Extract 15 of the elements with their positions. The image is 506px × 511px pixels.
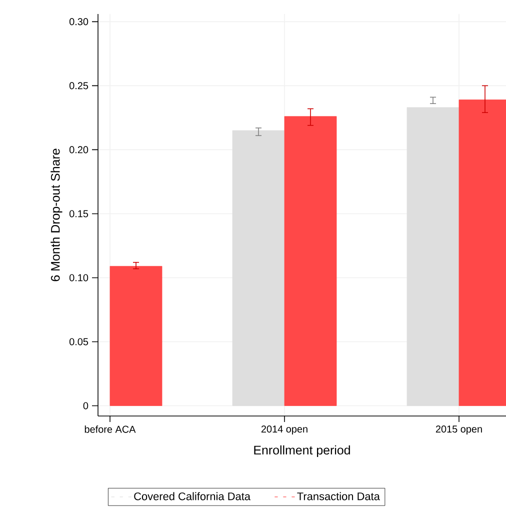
- y-tick-label: 0.20: [69, 146, 88, 154]
- y-tick-label: 0.30: [69, 18, 88, 26]
- x-axis-title: Enrollment period: [254, 445, 350, 457]
- legend-label: Transaction Data: [297, 492, 380, 500]
- y-axis-title: 6 Month Drop-out Share: [50, 148, 62, 282]
- y-tick-label: 0.10: [69, 274, 88, 282]
- x-tick-label: 2015 open: [436, 426, 482, 435]
- x-tick-label: before ACA: [84, 426, 136, 433]
- bar: [232, 130, 285, 406]
- y-tick-label: 0: [83, 402, 88, 410]
- y-tick-label: 0.05: [69, 338, 88, 346]
- y-tick-label: 0.25: [69, 82, 88, 90]
- legend-label: Covered California Data: [134, 492, 250, 500]
- y-tick-label: 0.15: [69, 210, 88, 218]
- x-tick-label: 2014 open: [261, 426, 308, 435]
